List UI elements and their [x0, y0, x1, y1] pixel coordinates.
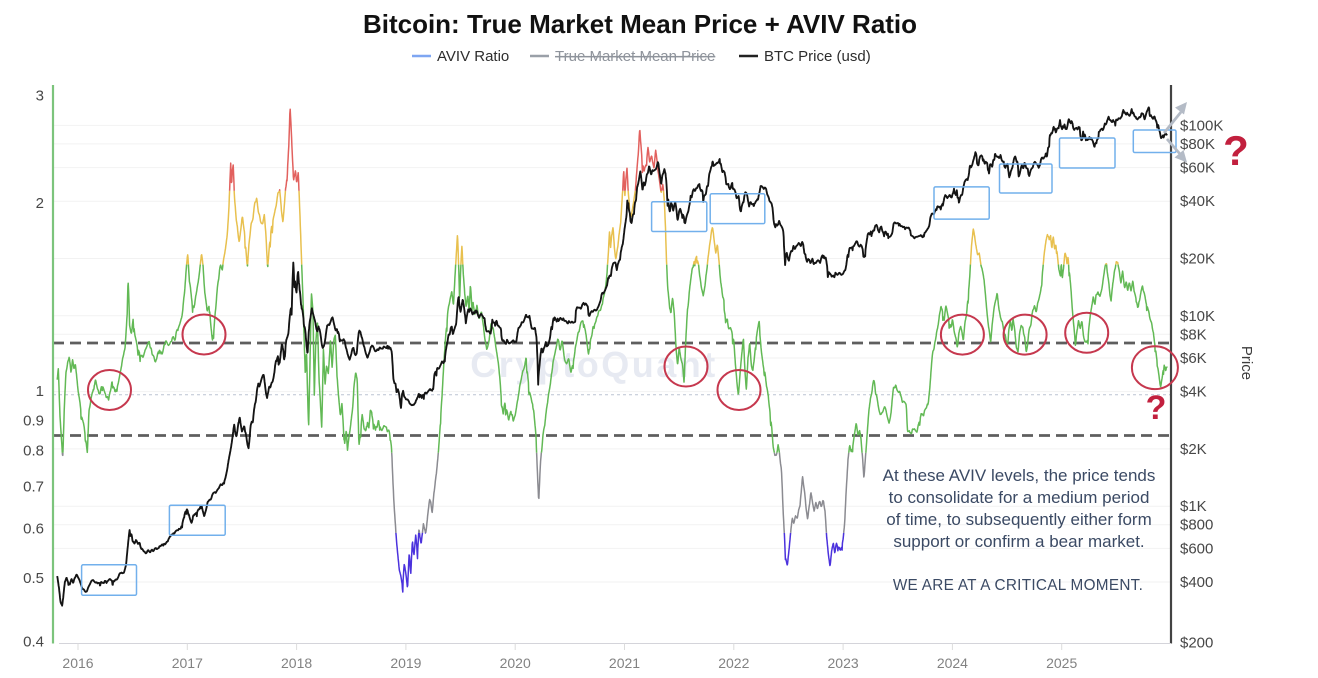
- svg-text:0.8: 0.8: [23, 443, 44, 460]
- svg-text:1: 1: [36, 383, 44, 400]
- svg-text:2019: 2019: [390, 655, 421, 671]
- svg-text:2025: 2025: [1046, 655, 1077, 671]
- svg-text:to consolidate for a medium pe: to consolidate for a medium period: [889, 488, 1150, 507]
- svg-text:2021: 2021: [609, 655, 640, 671]
- svg-text:$600: $600: [1180, 540, 1213, 557]
- svg-text:Price: Price: [1238, 346, 1255, 380]
- svg-text:$80K: $80K: [1180, 136, 1215, 153]
- svg-text:$2K: $2K: [1180, 441, 1207, 458]
- svg-text:2020: 2020: [500, 655, 531, 671]
- svg-text:0.9: 0.9: [23, 413, 44, 430]
- svg-text:2023: 2023: [828, 655, 859, 671]
- svg-text:3: 3: [36, 88, 44, 105]
- svg-text:$400: $400: [1180, 574, 1213, 591]
- svg-text:CryptoQuant: CryptoQuant: [470, 344, 718, 385]
- svg-text:0.5: 0.5: [23, 570, 44, 587]
- svg-text:2017: 2017: [172, 655, 203, 671]
- svg-text:2022: 2022: [718, 655, 749, 671]
- svg-text:?: ?: [1223, 127, 1249, 174]
- svg-text:$100K: $100K: [1180, 117, 1223, 134]
- svg-text:of time, to subsequently eithe: of time, to subsequently either form: [886, 510, 1152, 529]
- svg-text:$10K: $10K: [1180, 308, 1215, 325]
- svg-text:0.4: 0.4: [23, 634, 44, 651]
- svg-text:$20K: $20K: [1180, 251, 1215, 268]
- svg-text:0.6: 0.6: [23, 521, 44, 538]
- svg-text:2: 2: [36, 195, 44, 212]
- svg-text:2018: 2018: [281, 655, 312, 671]
- svg-text:True Market Mean Price: True Market Mean Price: [555, 48, 715, 65]
- svg-text:At these AVIV levels, the pric: At these AVIV levels, the price tends: [883, 466, 1156, 485]
- svg-text:$4K: $4K: [1180, 384, 1207, 401]
- svg-text:$6K: $6K: [1180, 350, 1207, 367]
- svg-text:BTC Price (usd): BTC Price (usd): [764, 48, 871, 65]
- svg-text:WE ARE AT A CRITICAL MOMENT.: WE ARE AT A CRITICAL MOMENT.: [893, 577, 1143, 594]
- svg-text:$60K: $60K: [1180, 160, 1215, 177]
- svg-text:0.7: 0.7: [23, 479, 44, 496]
- svg-text:support or confirm a bear mark: support or confirm a bear market.: [893, 532, 1144, 551]
- svg-text:$40K: $40K: [1180, 193, 1215, 210]
- svg-text:Bitcoin: True Market Mean Pric: Bitcoin: True Market Mean Price + AVIV R…: [363, 9, 917, 39]
- svg-text:$1K: $1K: [1180, 498, 1207, 515]
- svg-text:$8K: $8K: [1180, 326, 1207, 343]
- svg-text:AVIV Ratio: AVIV Ratio: [437, 48, 509, 65]
- svg-text:$200: $200: [1180, 635, 1213, 652]
- svg-text:2024: 2024: [937, 655, 968, 671]
- svg-text:$800: $800: [1180, 517, 1213, 534]
- svg-text:2016: 2016: [62, 655, 93, 671]
- svg-text:?: ?: [1146, 389, 1167, 427]
